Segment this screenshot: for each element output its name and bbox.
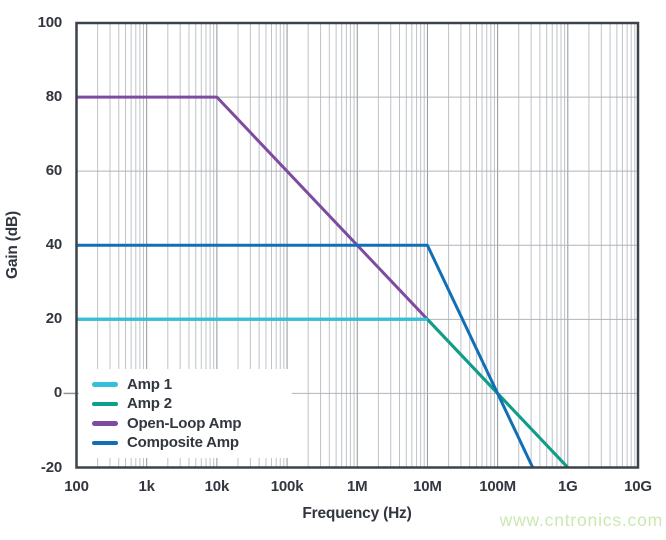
x-tick-label: 10M (413, 478, 442, 495)
y-tick-label: 0 (53, 384, 62, 402)
x-tick-label: 1G (558, 478, 578, 495)
y-tick-label: 60 (45, 162, 62, 180)
x-tick-label: 10k (204, 478, 230, 495)
legend-item: Open-Loop Amp (92, 414, 292, 434)
x-tick-label: 1k (138, 478, 155, 495)
legend-item: Amp 1 (92, 375, 292, 395)
y-tick-label: 40 (45, 236, 62, 254)
legend-item: Amp 2 (92, 394, 292, 414)
y-tick-label: -20 (40, 458, 62, 476)
watermark: www.cntronics.com (499, 510, 663, 530)
x-tick-label: 100M (479, 478, 516, 495)
legend-swatch-icon (92, 401, 118, 406)
y-tick-label: 20 (45, 310, 62, 328)
legend-label: Amp 1 (127, 375, 172, 393)
legend-swatch-icon (92, 440, 118, 445)
legend-swatch-icon (92, 421, 118, 426)
x-tick-label: 10G (624, 478, 652, 495)
legend-label: Open-Loop Amp (127, 414, 242, 432)
legend-label: Composite Amp (127, 434, 239, 452)
x-axis-title: Frequency (Hz) (302, 505, 412, 522)
x-tick-label: 100k (270, 478, 304, 495)
legend: Amp 1 Amp 2 Open-Loop Amp Composite Amp (79, 369, 292, 458)
legend-label: Amp 2 (127, 395, 172, 413)
plot-border (75, 21, 640, 469)
y-tick-label: 80 (45, 88, 62, 106)
y-tick-label: 100 (37, 14, 63, 31)
legend-item: Composite Amp (92, 433, 292, 453)
x-tick-label: 100 (64, 478, 89, 495)
legend-swatch-icon (92, 382, 118, 387)
series-line-composite-amp (76, 243, 535, 469)
x-tick-label: 1M (347, 478, 368, 495)
